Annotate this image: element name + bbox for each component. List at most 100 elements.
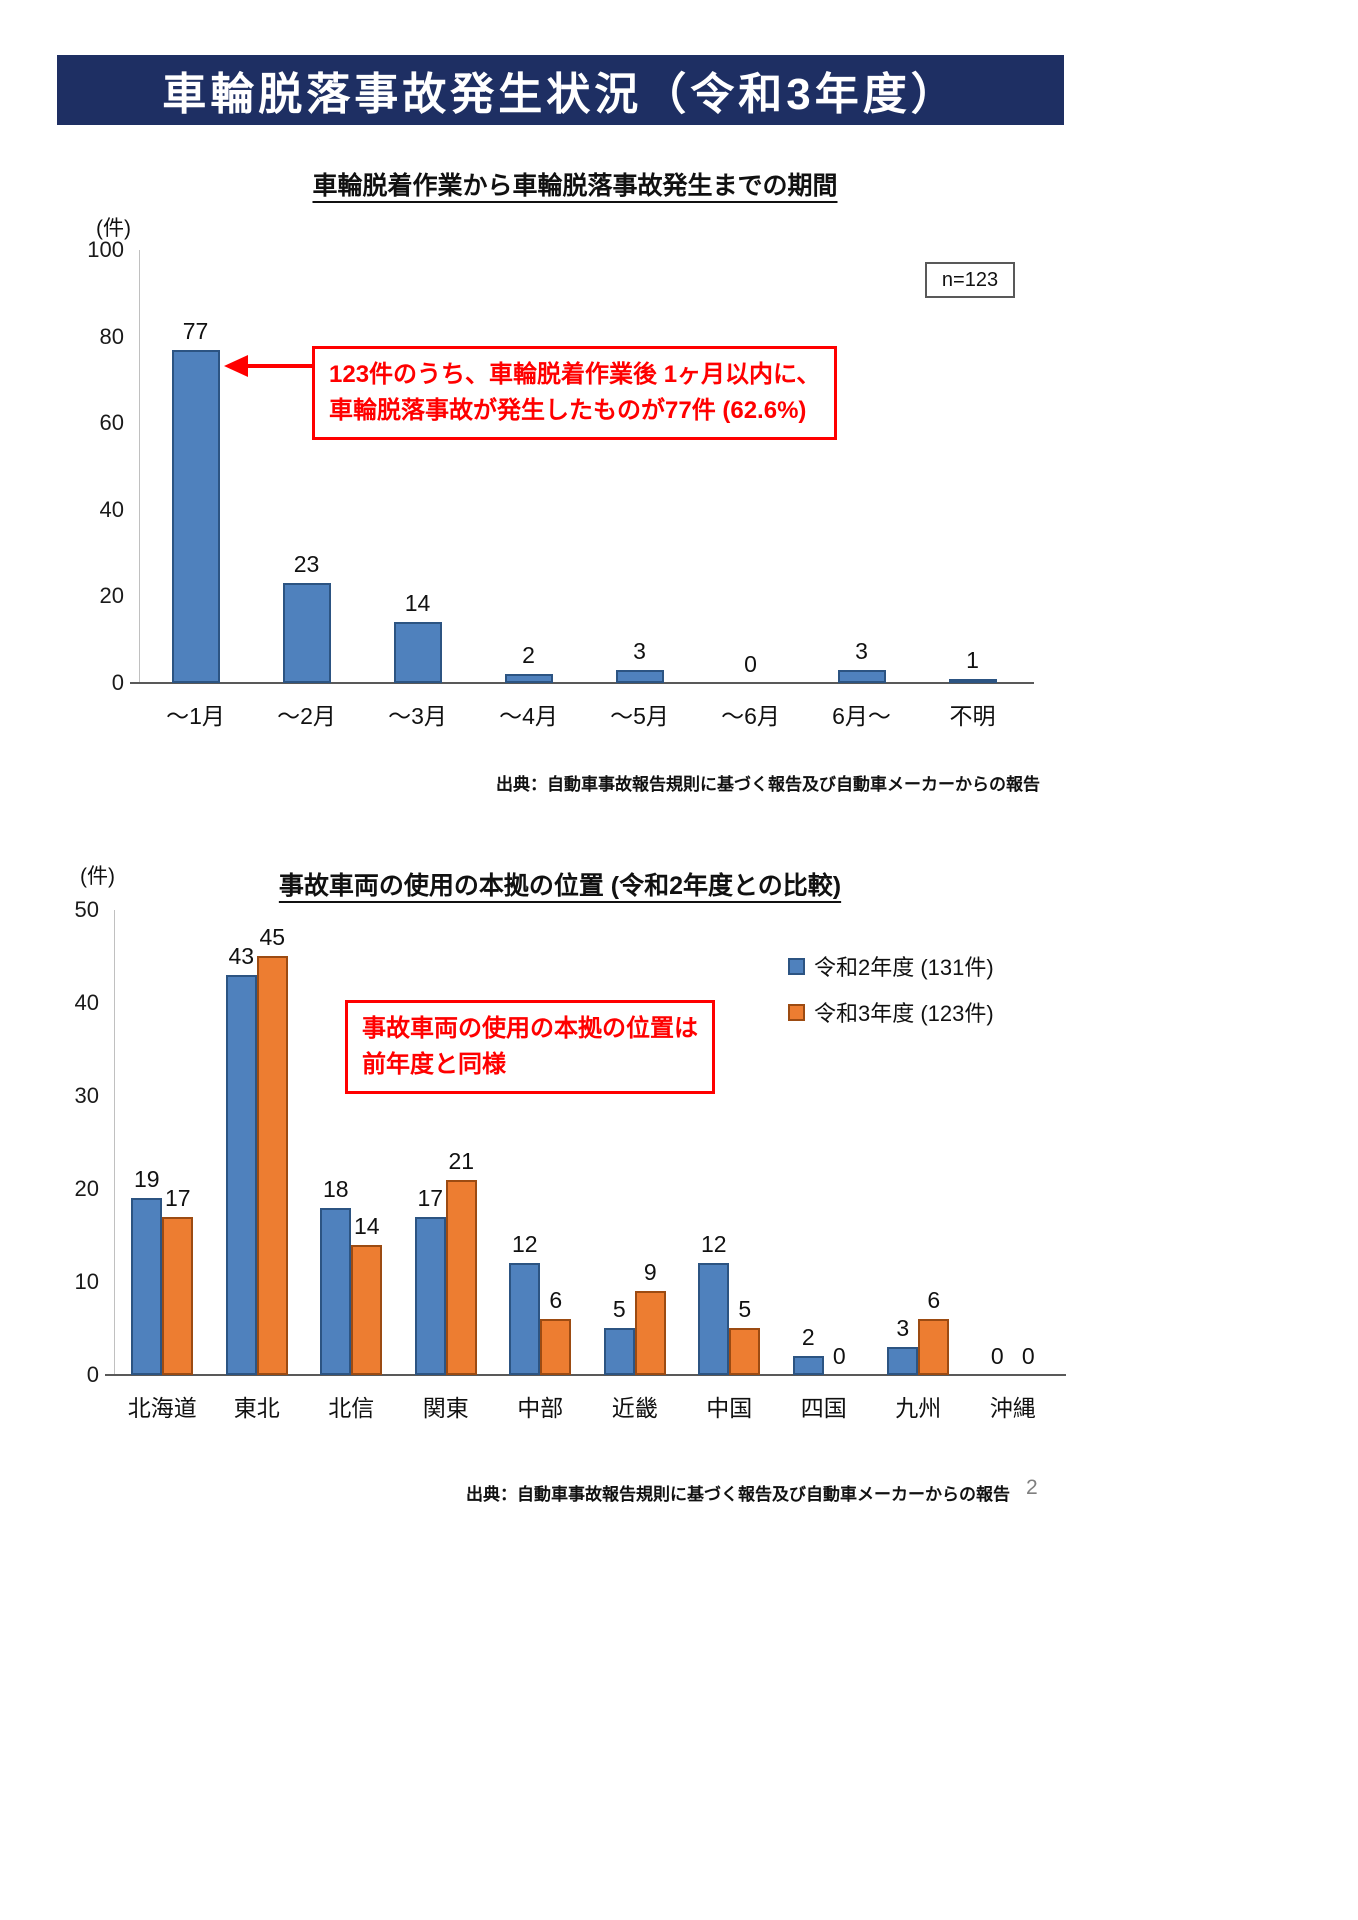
chart1-annotation-line1: 123件のうち、車輪脱着作業後 1ヶ月以内に、 [329, 361, 821, 388]
bar [615, 670, 664, 683]
bar [634, 1291, 666, 1375]
chart2-unit-label: (件) [80, 865, 115, 888]
bar-value-label: 23 [293, 551, 320, 577]
bar [171, 350, 220, 683]
page-number: 2 [1026, 1476, 1038, 1499]
bar [445, 1180, 477, 1375]
bar-value-label: 14 [404, 590, 431, 616]
bar-value-label: 6 [927, 1287, 941, 1313]
legend-label-r3: 令和3年度 (123件) [814, 1001, 994, 1026]
bar-value-label: 2 [522, 642, 535, 668]
x-axis-label: 北海道 [127, 1395, 197, 1421]
y-axis-tick-label: 40 [99, 496, 124, 522]
page-title: 車輪脱落事故発生状況（令和3年度） [162, 70, 959, 119]
bar-value-label: 6 [549, 1287, 563, 1313]
bar [351, 1245, 383, 1375]
x-axis-label: 四国 [800, 1395, 847, 1421]
annotation-arrow-icon [224, 355, 248, 377]
bar [509, 1263, 541, 1375]
bar [792, 1356, 824, 1375]
bar [887, 1347, 919, 1375]
chart1-title: 車輪脱着作業から車輪脱落事故発生までの期間 [312, 172, 838, 200]
bar-value-label: 21 [448, 1148, 475, 1174]
y-axis-line [114, 910, 115, 1375]
bar [225, 975, 257, 1375]
x-axis-label: ～4月 [499, 703, 558, 729]
x-axis-label: 北信 [328, 1395, 375, 1421]
bar-value-label: 17 [164, 1185, 191, 1211]
bar-value-label: 77 [182, 318, 209, 344]
bar-value-label: 3 [855, 638, 868, 664]
x-axis-label: ～5月 [610, 703, 669, 729]
bar-value-label: 0 [744, 651, 757, 677]
bar-value-label: 0 [990, 1343, 1004, 1369]
bar [729, 1328, 761, 1375]
legend-swatch-blue-icon [788, 957, 805, 975]
bar-value-label: 45 [259, 924, 286, 950]
bar-value-label: 19 [133, 1166, 160, 1192]
legend-item-r2: 令和2年度 (131件) [788, 950, 994, 982]
y-axis-tick-label: 20 [99, 583, 124, 609]
chart1-unit-label: (件) [96, 217, 131, 240]
bar [320, 1208, 352, 1375]
x-axis-label: ～1月 [166, 703, 225, 729]
bar [131, 1198, 163, 1375]
bar-value-label: 2 [801, 1324, 815, 1350]
chart2-source: 出典：自動車事故報告規則に基づく報告及び自動車メーカーからの報告 [466, 1485, 1010, 1504]
x-axis-label: 沖縄 [989, 1395, 1036, 1421]
y-axis-tick-label: 30 [74, 1083, 99, 1108]
chart2-legend: 令和2年度 (131件) 令和3年度 (123件) [788, 950, 994, 1028]
bar-value-label: 14 [353, 1213, 380, 1239]
bar-value-label: 43 [228, 943, 255, 969]
chart2-plot-area: 0 10 20 30 40 50 19 17 北海道 43 45 東北 18 14 北信 17 21 関東 12 6 中… [75, 899, 1066, 1421]
x-axis-label: 関東 [422, 1395, 469, 1421]
legend-item-r3: 令和3年度 (123件) [788, 996, 994, 1028]
chart2-annotation: 事故車両の使用の本拠の位置は 前年度と同様 [345, 1000, 715, 1094]
y-axis-line [139, 250, 140, 683]
y-axis-tick-label: 20 [74, 1176, 99, 1201]
chart1-annotation: 123件のうち、車輪脱着作業後 1ヶ月以内に、 車輪脱落事故が発生したものが77… [312, 346, 838, 440]
x-axis-label: 東北 [233, 1395, 280, 1421]
chart1-sample-size: n=123 [941, 268, 999, 291]
y-axis-tick-label: 0 [111, 670, 124, 695]
x-axis-label: ～6月 [721, 703, 780, 729]
x-axis-label: 不明 [949, 703, 996, 729]
y-axis-tick-label: 40 [74, 990, 99, 1015]
chart1-annotation-line2: 車輪脱落事故が発生したものが77件 (62.6%) [329, 397, 807, 424]
y-axis-tick-label: 10 [74, 1269, 99, 1294]
bar-value-label: 5 [612, 1296, 626, 1322]
bar-value-label: 17 [417, 1185, 444, 1211]
y-axis-tick-label: 0 [86, 1362, 99, 1387]
chart2-title: 事故車両の使用の本拠の位置 (令和2年度との比較) [278, 872, 842, 900]
chart1-plot-area: 0 20 40 60 80 100 77 ～1月 23 ～2月 14 ～3月 2 ～4月 3 ～5月 0 ～6月 3… [87, 239, 1034, 729]
bar [540, 1319, 572, 1375]
x-axis-label: 中国 [706, 1395, 753, 1421]
y-axis-tick-label: 100 [87, 237, 124, 262]
bar [698, 1263, 730, 1375]
bar-value-label: 9 [643, 1259, 657, 1285]
chart1-source: 出典：自動車事故報告規則に基づく報告及び自動車メーカーからの報告 [496, 775, 1040, 794]
x-axis-label: 九州 [895, 1395, 942, 1421]
y-axis-tick-label: 60 [99, 410, 124, 436]
y-axis-tick-label: 50 [74, 897, 99, 922]
bar-value-label: 18 [322, 1176, 349, 1202]
chart1-sample-size-box: n=123 [925, 262, 1015, 298]
bar [504, 674, 553, 683]
annotation-arrow-line [246, 364, 312, 368]
bar-value-label: 0 [1021, 1343, 1035, 1369]
bar [414, 1217, 446, 1375]
bar [256, 956, 288, 1375]
bar-value-label: 12 [511, 1231, 538, 1257]
bar [837, 670, 886, 683]
title-banner: 車輪脱落事故発生状況（令和3年度） [57, 55, 1064, 125]
bar [918, 1319, 950, 1375]
bar-value-label: 3 [633, 638, 646, 664]
bar-value-label: 12 [700, 1231, 727, 1257]
legend-label-r2: 令和2年度 (131件) [814, 955, 994, 980]
x-axis-line [130, 682, 1034, 684]
x-axis-line [105, 1374, 1066, 1376]
bar-value-label: 1 [966, 647, 979, 673]
bar-value-label: 3 [896, 1315, 910, 1341]
bar [282, 583, 331, 683]
